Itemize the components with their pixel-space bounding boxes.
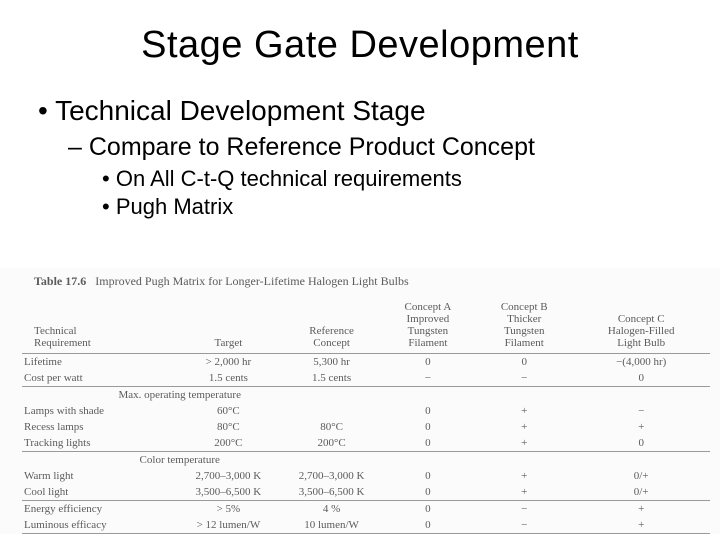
cell: > 5% <box>173 501 283 518</box>
cell: 0 <box>476 354 572 371</box>
cell: 3,500–6,500 K <box>283 484 379 501</box>
cell: 60°C <box>173 403 283 419</box>
cell: 0 <box>380 354 476 371</box>
cell-label: Recess lamps <box>22 419 173 435</box>
cell: − <box>476 370 572 387</box>
pugh-matrix-table: Technical Requirement Target Reference C… <box>22 299 710 534</box>
th-concept-b: Concept B Thicker Tungsten Filament <box>476 299 572 354</box>
cell: 0 <box>380 517 476 534</box>
cell: + <box>572 501 710 518</box>
cell: 0 <box>380 468 476 484</box>
bullet-list: Technical Development Stage Compare to R… <box>38 95 720 220</box>
section-row: Max. operating temperature <box>22 387 710 404</box>
bullet-level-3b: Pugh Matrix <box>102 194 720 220</box>
table-row: Lifetime > 2,000 hr 5,300 hr 0 0 −(4,000… <box>22 354 710 371</box>
cell: 80°C <box>173 419 283 435</box>
table-row: Lamps with shade 60°C 0 + − <box>22 403 710 419</box>
th-target: Target <box>173 299 283 354</box>
cell-label: Lamps with shade <box>22 403 173 419</box>
section-label: Color temperature <box>22 452 283 469</box>
th-concept-c: Concept C Halogen-Filled Light Bulb <box>572 299 710 354</box>
table-row: Tracking lights 200°C 200°C 0 + 0 <box>22 435 710 452</box>
cell <box>283 403 379 419</box>
cell: 0 <box>380 484 476 501</box>
cell-label: Luminous efficacy <box>22 517 173 534</box>
bullet-level-3a: On All C-t-Q technical requirements <box>102 166 720 192</box>
cell: 1.5 cents <box>283 370 379 387</box>
cell: + <box>476 435 572 452</box>
cell: + <box>572 419 710 435</box>
cell: 0/+ <box>572 468 710 484</box>
cell: 0 <box>572 435 710 452</box>
table-row: Cool light 3,500–6,500 K 3,500–6,500 K 0… <box>22 484 710 501</box>
table-header-row: Technical Requirement Target Reference C… <box>22 299 710 354</box>
table-caption-text: Improved Pugh Matrix for Longer-Lifetime… <box>95 274 408 288</box>
cell: 0 <box>380 435 476 452</box>
cell-label: Cool light <box>22 484 173 501</box>
bullet-level-1: Technical Development Stage <box>38 95 720 127</box>
th-reference: Reference Concept <box>283 299 379 354</box>
table-region: Table 17.6 Improved Pugh Matrix for Long… <box>0 268 720 534</box>
cell: + <box>476 484 572 501</box>
cell-label: Lifetime <box>22 354 173 371</box>
table-row: Luminous efficacy > 12 lumen/W 10 lumen/… <box>22 517 710 534</box>
table-row: Recess lamps 80°C 80°C 0 + + <box>22 419 710 435</box>
slide: Stage Gate Development Technical Develop… <box>0 0 720 540</box>
th-concept-a: Concept A Improved Tungsten Filament <box>380 299 476 354</box>
section-label: Max. operating temperature <box>22 387 283 404</box>
cell: + <box>476 419 572 435</box>
cell: 0 <box>380 419 476 435</box>
section-row: Color temperature <box>22 452 710 469</box>
cell: + <box>476 468 572 484</box>
cell: 0 <box>572 370 710 387</box>
cell: 2,700–3,000 K <box>283 468 379 484</box>
cell-label: Energy efficiency <box>22 501 173 518</box>
cell: − <box>380 370 476 387</box>
cell: 2,700–3,000 K <box>173 468 283 484</box>
cell: > 2,000 hr <box>173 354 283 371</box>
bullet-level-2: Compare to Reference Product Concept <box>68 133 720 162</box>
cell: 3,500–6,500 K <box>173 484 283 501</box>
cell: 0 <box>380 403 476 419</box>
table-caption: Table 17.6 Improved Pugh Matrix for Long… <box>34 274 710 289</box>
cell: −(4,000 hr) <box>572 354 710 371</box>
cell: 200°C <box>173 435 283 452</box>
table-row: Cost per watt 1.5 cents 1.5 cents − − 0 <box>22 370 710 387</box>
cell: 200°C <box>283 435 379 452</box>
cell-label: Tracking lights <box>22 435 173 452</box>
cell: + <box>572 517 710 534</box>
cell-label: Warm light <box>22 468 173 484</box>
cell: 0/+ <box>572 484 710 501</box>
cell-label: Cost per watt <box>22 370 173 387</box>
slide-title: Stage Gate Development <box>0 0 720 67</box>
cell: 1.5 cents <box>173 370 283 387</box>
cell: + <box>476 403 572 419</box>
cell: > 12 lumen/W <box>173 517 283 534</box>
cell: − <box>572 403 710 419</box>
cell: 80°C <box>283 419 379 435</box>
table-caption-label: Table 17.6 <box>34 274 86 288</box>
cell: 5,300 hr <box>283 354 379 371</box>
cell: − <box>476 501 572 518</box>
cell: 10 lumen/W <box>283 517 379 534</box>
th-tech-req: Technical Requirement <box>22 299 173 354</box>
cell: 0 <box>380 501 476 518</box>
cell: 4 % <box>283 501 379 518</box>
cell: − <box>476 517 572 534</box>
table-row: Energy efficiency > 5% 4 % 0 − + <box>22 501 710 518</box>
table-row: Warm light 2,700–3,000 K 2,700–3,000 K 0… <box>22 468 710 484</box>
